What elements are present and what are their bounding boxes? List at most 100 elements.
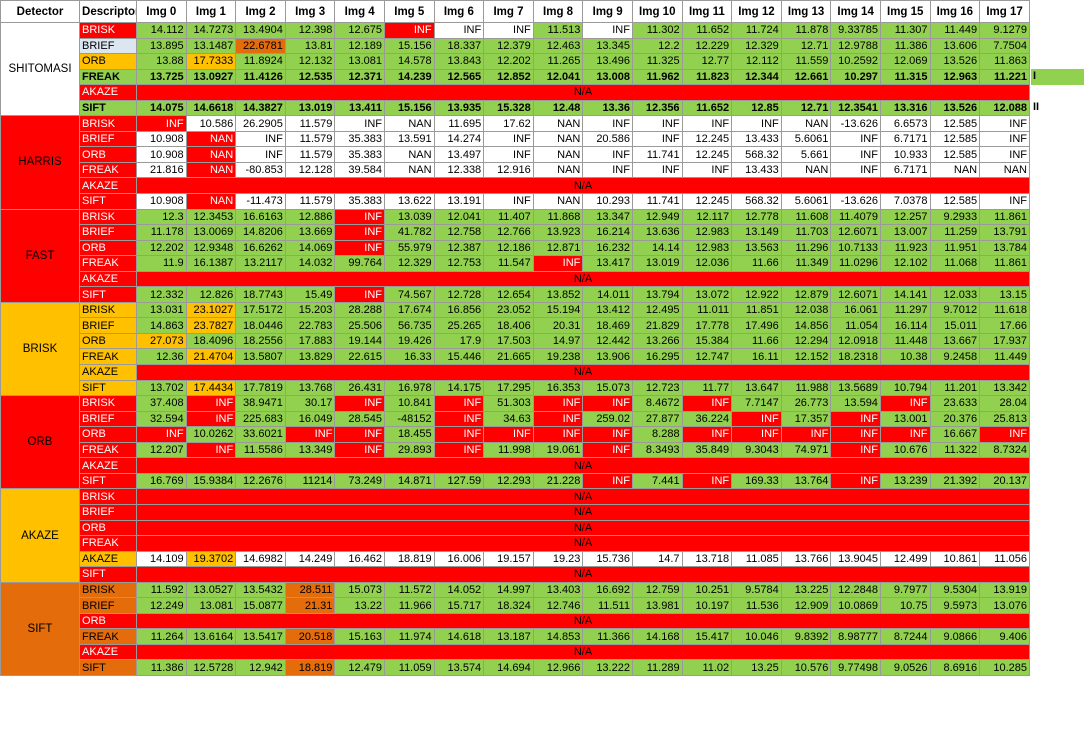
value-cell[interactable]: 13.843 (433, 53, 485, 70)
value-cell[interactable]: 11.315 (879, 68, 931, 86)
value-cell[interactable]: 22.6781 (235, 37, 286, 55)
value-cell[interactable]: 14.997 (483, 581, 534, 599)
value-cell[interactable]: 14.141 (879, 286, 931, 303)
value-cell[interactable]: NAN (532, 115, 584, 132)
value-cell[interactable]: 56.735 (384, 317, 435, 334)
value-cell[interactable]: 11.652 (681, 99, 733, 117)
column-header[interactable]: Img 15 (879, 0, 931, 23)
value-cell[interactable]: 16.232 (582, 239, 633, 257)
value-cell[interactable]: 15.163 (334, 628, 385, 645)
value-cell[interactable]: INF (185, 410, 237, 428)
descriptor-cell[interactable]: ORB (79, 332, 138, 350)
value-cell[interactable]: 12.379 (483, 37, 534, 55)
value-cell[interactable]: 17.5172 (235, 301, 286, 319)
value-cell[interactable]: 21.665 (483, 348, 534, 366)
value-cell[interactable]: INF (582, 22, 633, 39)
value-cell[interactable]: INF (582, 441, 633, 459)
descriptor-cell[interactable]: FREAK (79, 441, 138, 459)
value-cell[interactable]: 13.316 (879, 99, 931, 117)
value-cell[interactable]: 12.2676 (235, 472, 286, 490)
value-cell[interactable]: 12.942 (235, 659, 286, 676)
value-cell[interactable]: INF (780, 426, 832, 443)
value-cell[interactable]: 10.576 (780, 659, 832, 676)
value-cell[interactable]: INF (582, 395, 633, 412)
column-header[interactable]: Img 5 (384, 0, 435, 23)
value-cell[interactable]: 37.408 (136, 395, 187, 412)
column-header[interactable]: Img 14 (830, 0, 881, 23)
value-cell[interactable]: 8.3493 (631, 441, 683, 459)
value-cell[interactable]: 13.923 (532, 224, 584, 241)
value-cell[interactable]: 568.32 (731, 146, 782, 163)
value-cell[interactable]: INF (235, 146, 286, 163)
value-cell[interactable]: 15.011 (929, 317, 981, 334)
value-cell[interactable]: 11.511 (582, 597, 633, 614)
value-cell[interactable]: 14.7 (631, 550, 683, 568)
value-cell[interactable]: 12.398 (284, 22, 336, 39)
value-cell[interactable]: 9.33785 (830, 22, 881, 39)
value-cell[interactable]: 11.325 (631, 53, 683, 70)
value-cell[interactable]: 10.75 (879, 597, 931, 614)
value-cell[interactable]: 11.861 (979, 255, 1030, 272)
value-cell[interactable]: 11.579 (284, 146, 336, 163)
value-cell[interactable]: INF (235, 130, 286, 148)
value-cell[interactable]: 11214 (284, 472, 336, 490)
value-cell[interactable]: 20.586 (582, 130, 633, 148)
descriptor-cell[interactable]: FREAK (79, 255, 138, 272)
descriptor-cell[interactable]: BRIEF (79, 317, 138, 334)
value-cell[interactable]: 19.157 (483, 550, 534, 568)
value-cell[interactable]: 16.353 (532, 379, 584, 397)
value-cell[interactable]: 14.618 (433, 628, 485, 645)
value-cell[interactable]: 12.77 (681, 53, 733, 70)
value-cell[interactable]: INF (334, 224, 385, 241)
value-cell[interactable]: 11.579 (284, 130, 336, 148)
value-cell[interactable]: 13.919 (979, 581, 1030, 599)
value-cell[interactable]: 13.0527 (185, 581, 237, 599)
value-cell[interactable]: 13.001 (879, 410, 931, 428)
value-cell[interactable]: 74.567 (384, 286, 435, 303)
value-cell[interactable]: 11.448 (879, 332, 931, 350)
value-cell[interactable]: 32.594 (136, 410, 187, 428)
descriptor-cell[interactable]: FREAK (79, 348, 138, 366)
value-cell[interactable]: 12.535 (284, 68, 336, 86)
descriptor-cell[interactable]: BRISK (79, 22, 138, 39)
value-cell[interactable]: 13.667 (929, 332, 981, 350)
value-cell[interactable]: 11.011 (681, 301, 733, 319)
value-cell[interactable]: 13.019 (284, 99, 336, 117)
value-cell[interactable]: 12.585 (929, 130, 981, 148)
value-cell[interactable]: 11.823 (681, 68, 733, 86)
descriptor-cell[interactable]: SIFT (79, 566, 138, 583)
value-cell[interactable]: 6.7171 (879, 161, 931, 179)
value-cell[interactable]: 12.2848 (830, 581, 881, 599)
value-cell[interactable]: NAN (929, 161, 981, 179)
value-cell[interactable]: 11.296 (780, 239, 832, 257)
value-cell[interactable]: 11.056 (979, 550, 1030, 568)
detector-cell[interactable]: BRISK (0, 301, 81, 397)
value-cell[interactable]: 11.449 (929, 22, 981, 39)
value-cell[interactable]: INF (532, 395, 584, 412)
value-cell[interactable]: 12.565 (433, 68, 485, 86)
na-cell[interactable]: N/A (136, 503, 1030, 521)
value-cell[interactable]: 15.417 (681, 628, 733, 645)
value-cell[interactable]: 11.4079 (830, 208, 881, 226)
value-cell[interactable]: 17.883 (284, 332, 336, 350)
value-cell[interactable]: 13.718 (681, 550, 733, 568)
value-cell[interactable]: 18.455 (384, 426, 435, 443)
value-cell[interactable]: 12.36 (136, 348, 187, 366)
value-cell[interactable]: INF (185, 441, 237, 459)
value-cell[interactable]: 15.328 (483, 99, 534, 117)
value-cell[interactable]: 14.032 (284, 255, 336, 272)
value-cell[interactable]: 12.753 (433, 255, 485, 272)
na-cell[interactable]: N/A (136, 643, 1030, 661)
value-cell[interactable]: 12.293 (483, 472, 534, 490)
value-cell[interactable]: 9.2458 (929, 348, 981, 366)
value-cell[interactable]: 13.072 (681, 286, 733, 303)
descriptor-cell[interactable]: SIFT (79, 193, 138, 210)
value-cell[interactable]: INF (979, 115, 1030, 132)
value-cell[interactable]: 10.908 (136, 130, 187, 148)
value-cell[interactable]: 23.1027 (185, 301, 237, 319)
value-cell[interactable]: NAN (979, 161, 1030, 179)
descriptor-cell[interactable]: BRIEF (79, 410, 138, 428)
value-cell[interactable]: 12.5728 (185, 659, 237, 676)
value-cell[interactable]: 12.257 (879, 208, 931, 226)
value-cell[interactable]: INF (532, 255, 584, 272)
